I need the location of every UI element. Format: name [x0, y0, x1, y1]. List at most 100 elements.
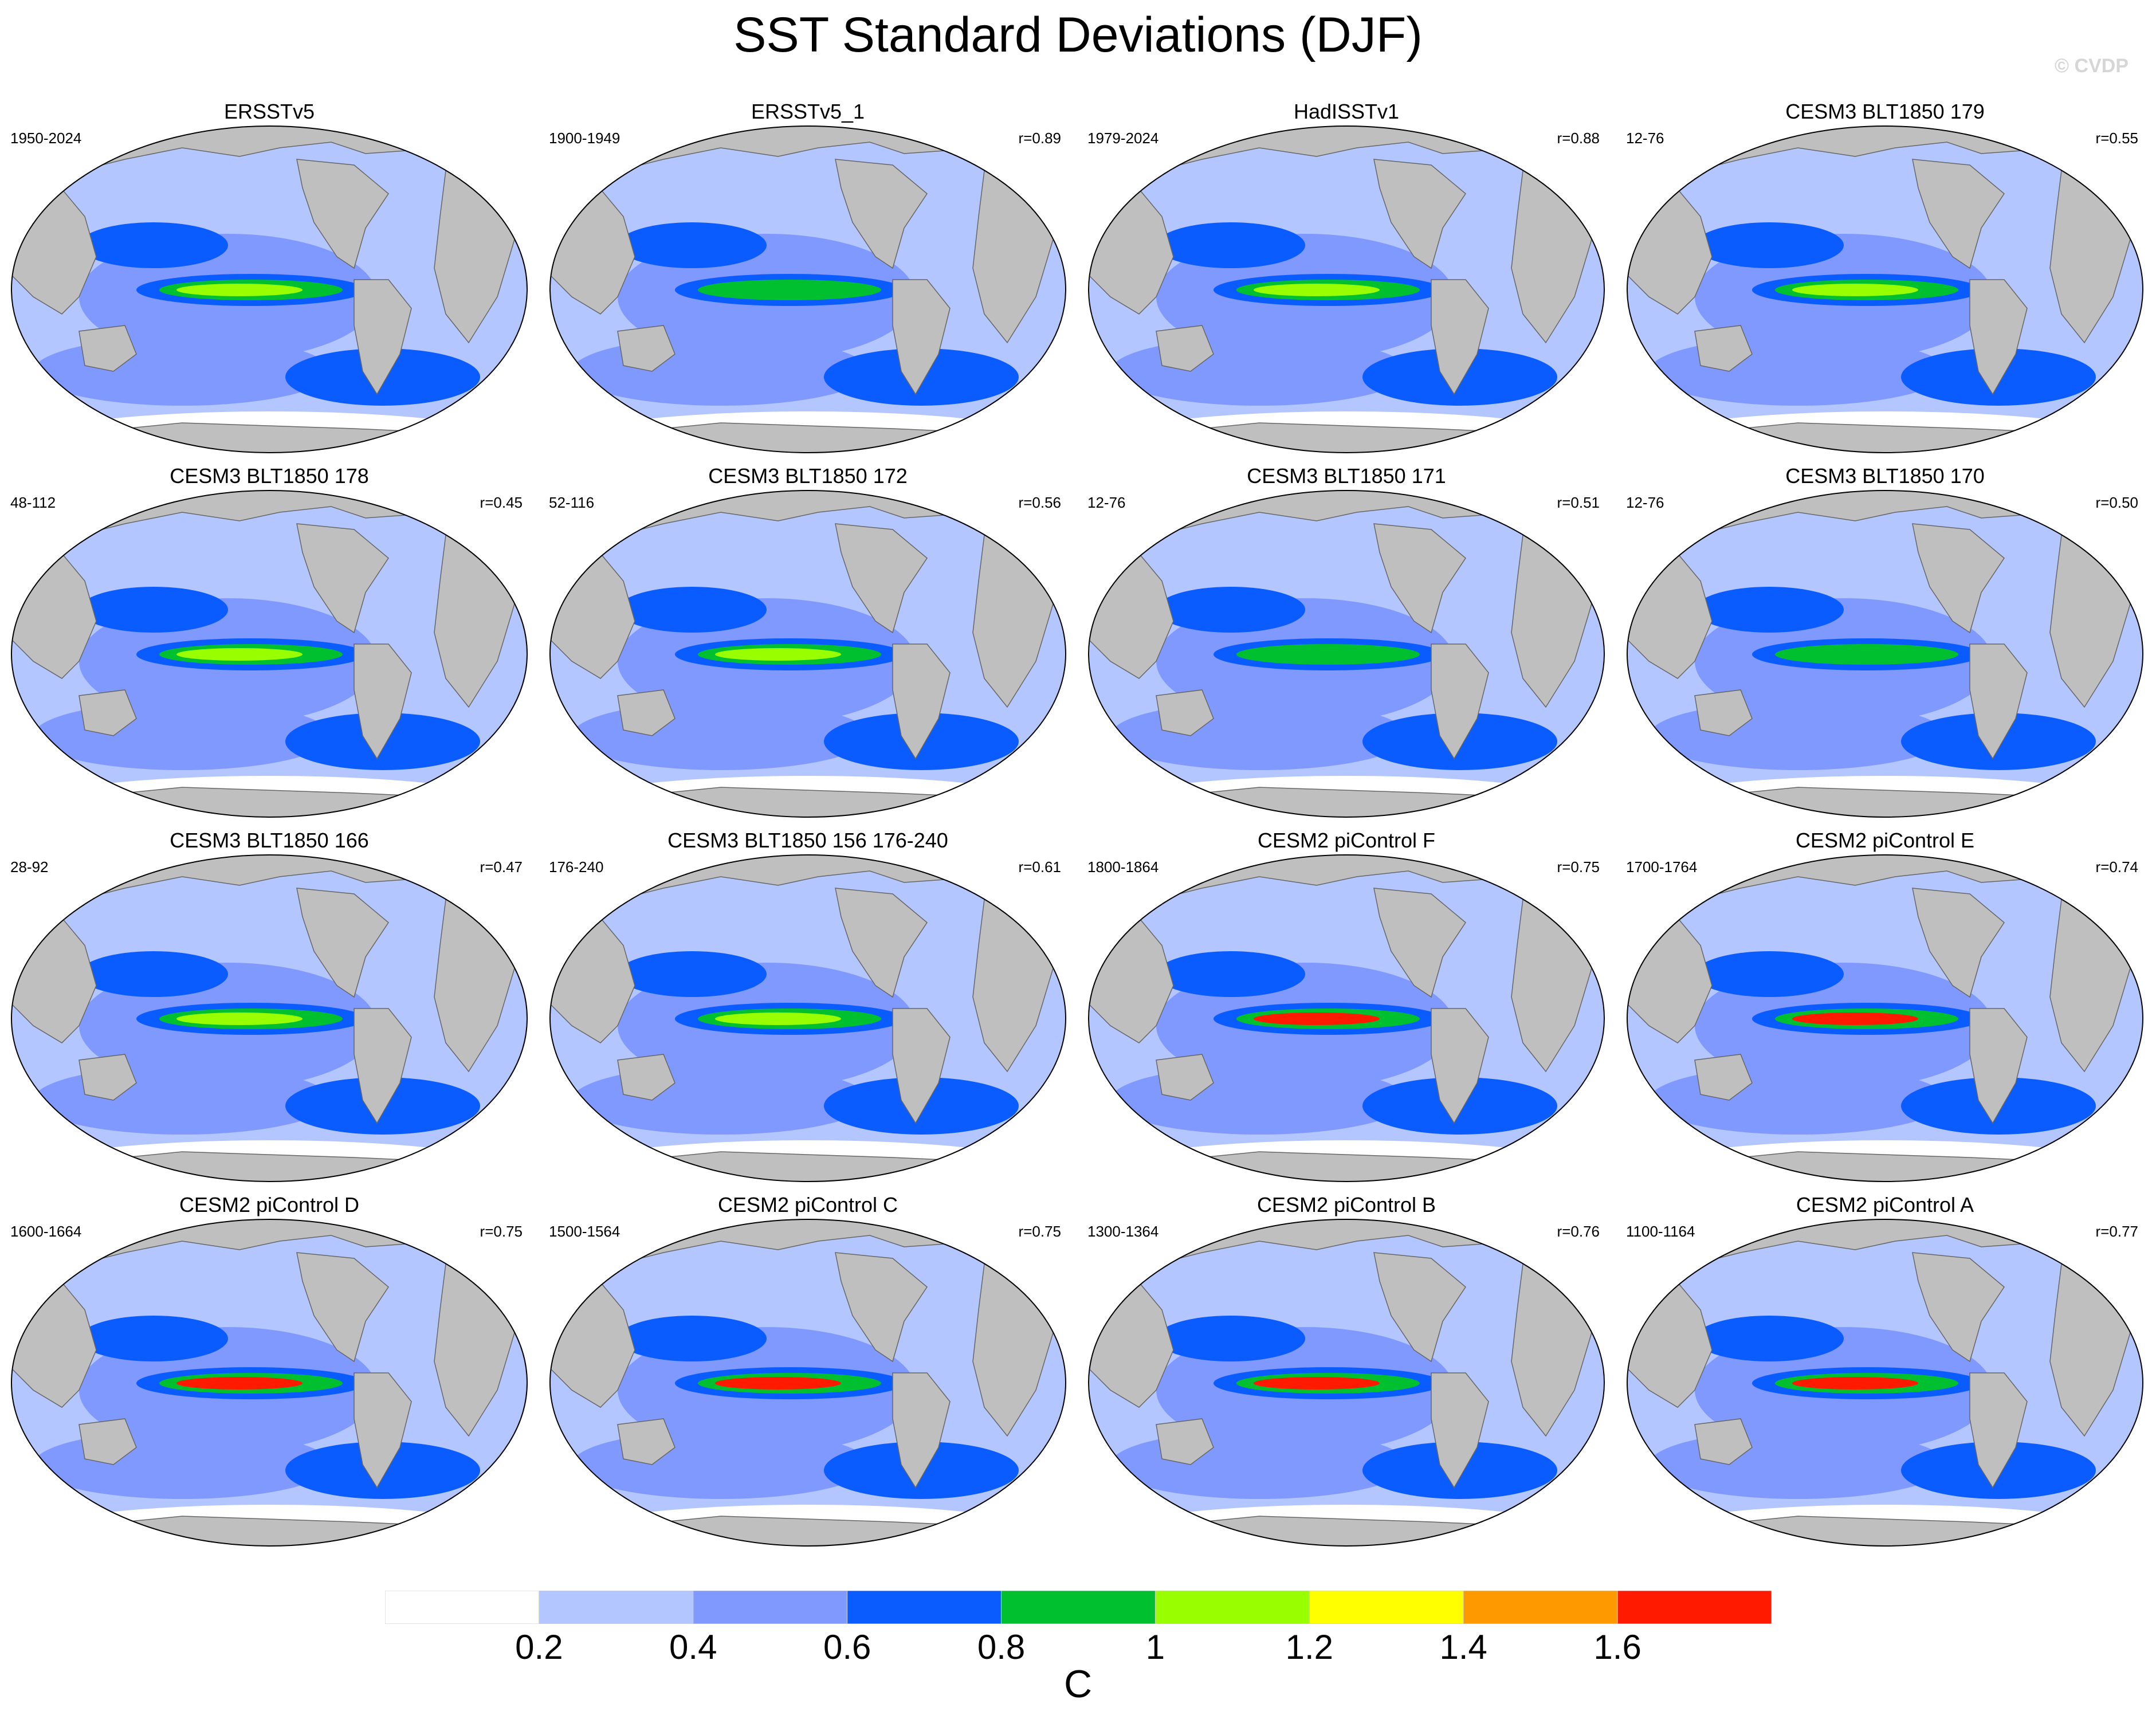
sst-map: [1627, 854, 2143, 1182]
map-panel: HadISSTv1 1979-2024 r=0.88: [1077, 92, 1616, 458]
southern-band: [33, 1066, 331, 1135]
map-panel: CESM3 BLT1850 172 52-116 r=0.56: [539, 456, 1077, 823]
north-pacific-band: [618, 1316, 767, 1361]
southern-band: [1110, 337, 1408, 406]
colorbar-tick-label: 1.2: [1285, 1628, 1334, 1666]
south-america-land: [1431, 1008, 1489, 1124]
panel-title: CESM3 BLT1850 166: [170, 829, 369, 852]
panel-title: CESM3 BLT1850 170: [1785, 464, 1985, 488]
panel-correlation: r=0.45: [480, 494, 523, 511]
panel-correlation: r=0.89: [1018, 129, 1061, 147]
panel-title: CESM3 BLT1850 172: [708, 464, 908, 488]
map-outline: [1088, 125, 1605, 453]
antarctica-land: [1627, 422, 2143, 453]
map-panel: ERSSTv5 1950-2024: [0, 92, 539, 458]
southern-band: [572, 1066, 870, 1135]
map-panel: CESM3 BLT1850 170 12-76 r=0.50: [1616, 456, 2154, 823]
panel-correlation: r=0.61: [1018, 858, 1061, 876]
panel-period: 52-116: [549, 494, 595, 511]
map-panel: CESM2 piControl E 1700-1764 r=0.74: [1616, 821, 2154, 1187]
panel-correlation: r=0.76: [1557, 1223, 1600, 1240]
panel-correlation: r=0.88: [1557, 129, 1600, 147]
panel-period: 1600-1664: [10, 1223, 82, 1240]
southern-band: [1649, 1066, 1947, 1135]
sst-map: [1627, 1219, 2143, 1547]
map-outline: [549, 490, 1066, 818]
colorbar-tick-label: 0.8: [977, 1628, 1026, 1666]
north-pacific-band: [1695, 1316, 1844, 1361]
australia-land: [78, 689, 137, 736]
southern-band: [1110, 1066, 1408, 1135]
enso-core: [1254, 648, 1380, 661]
map-panel: CESM2 piControl D 1600-1664 r=0.75: [0, 1185, 539, 1552]
north-america-land: [1912, 523, 2005, 634]
enso-peak: [1809, 1379, 1878, 1387]
colorbar-units: C: [1063, 1662, 1093, 1706]
south-america-land: [1969, 279, 2028, 395]
north-america-land: [296, 888, 389, 998]
antarctica-land: [11, 1516, 527, 1546]
map-outline: [1088, 1219, 1605, 1547]
panel-period: 1900-1949: [549, 129, 621, 147]
sst-map: [1627, 125, 2143, 453]
north-america-land: [1373, 1252, 1466, 1363]
figure-title: SST Standard Deviations (DJF): [733, 7, 1423, 62]
map-outline: [1088, 490, 1605, 818]
colorbar-swatch: [1309, 1591, 1464, 1624]
antarctica-land: [550, 422, 1066, 453]
north-america-land: [1912, 888, 2005, 998]
panel-correlation: r=0.75: [480, 1223, 523, 1240]
antarctica-land: [1627, 1151, 2143, 1182]
panel-period: 1100-1164: [1626, 1223, 1695, 1240]
southern-band: [33, 1430, 331, 1499]
north-pacific-band: [79, 587, 228, 633]
north-pacific-band: [1156, 951, 1305, 997]
southern-band: [1649, 1430, 1947, 1499]
southern-band: [1649, 701, 1947, 770]
north-america-land: [1373, 523, 1466, 634]
southern-band: [1649, 337, 1947, 406]
map-panel: CESM3 BLT1850 179 12-76 r=0.55: [1616, 92, 2154, 458]
enso-peak: [194, 1379, 262, 1387]
australia-land: [78, 1054, 137, 1101]
map-panel: CESM3 BLT1850 171 12-76 r=0.51: [1077, 456, 1616, 823]
south-america-land: [892, 279, 951, 395]
panel-period: 12-76: [1087, 494, 1126, 511]
australia-land: [1694, 325, 1753, 372]
north-america-land: [1912, 1252, 2005, 1363]
map-outline: [549, 125, 1066, 453]
sst-map: [549, 490, 1066, 818]
panel-period: 1700-1764: [1626, 858, 1698, 876]
australia-land: [617, 1418, 676, 1465]
panel-period: 1500-1564: [549, 1223, 621, 1240]
australia-land: [1694, 1418, 1753, 1465]
colorbar-swatch: [1154, 1591, 1310, 1624]
panel-title: HadISSTv1: [1293, 100, 1400, 123]
north-america-land: [296, 1252, 389, 1363]
australia-land: [1694, 1054, 1753, 1101]
antarctica-land: [1089, 1151, 1604, 1182]
colorbar-swatch: [539, 1591, 694, 1624]
map-outline: [1088, 854, 1605, 1182]
panel-title: CESM3 BLT1850 179: [1785, 100, 1985, 123]
panel-period: 28-92: [10, 858, 49, 876]
panel-period: 176-240: [549, 858, 604, 876]
enso-core: [1792, 284, 1918, 296]
colorbar-tick-label: 0.2: [515, 1628, 563, 1666]
south-america-land: [354, 643, 412, 760]
sst-map: [11, 854, 528, 1182]
map-outline: [549, 854, 1066, 1182]
south-america-land: [1431, 279, 1489, 395]
north-america-land: [296, 159, 389, 269]
map-outline: [1627, 490, 2143, 818]
sst-map: [549, 1219, 1066, 1547]
antarctica-land: [550, 1516, 1066, 1546]
map-outline: [1627, 1219, 2143, 1547]
colorbar-tick-label: 1.6: [1593, 1628, 1641, 1666]
enso-peak: [732, 1379, 801, 1387]
antarctica-land: [550, 1151, 1066, 1182]
north-pacific-band: [1156, 1316, 1305, 1361]
antarctica-land: [11, 787, 527, 817]
south-america-land: [892, 1372, 951, 1489]
map-panel: CESM2 piControl F 1800-1864 r=0.75: [1077, 821, 1616, 1187]
